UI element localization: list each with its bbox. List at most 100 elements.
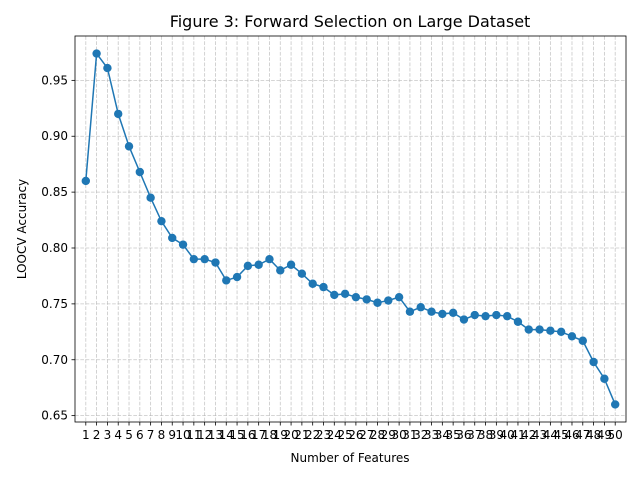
grid xyxy=(75,36,626,422)
data-point xyxy=(373,298,382,307)
data-point xyxy=(222,276,231,285)
x-tick-label: 16 xyxy=(240,428,255,442)
data-point xyxy=(524,325,533,334)
x-tick-label: 42 xyxy=(521,428,536,442)
x-tick-label: 34 xyxy=(435,428,450,442)
data-point xyxy=(394,292,404,302)
data-point xyxy=(92,49,101,58)
x-tick-label: 21 xyxy=(294,428,309,442)
x-tick-label: 26 xyxy=(348,428,363,442)
x-tick-label: 46 xyxy=(564,428,579,442)
x-tick-label: 4 xyxy=(114,428,122,442)
data-point xyxy=(124,142,134,151)
y-tick-label: 0.65 xyxy=(41,409,68,423)
x-tick-label: 32 xyxy=(413,428,428,442)
data-point xyxy=(416,303,425,312)
x-tick-label: 14 xyxy=(219,428,234,442)
data-point xyxy=(178,240,188,249)
data-point xyxy=(427,307,436,316)
x-tick-label: 25 xyxy=(337,428,352,442)
series-line xyxy=(85,51,616,405)
y-tick-label: 0.90 xyxy=(41,129,68,143)
data-point xyxy=(254,260,263,269)
data-point xyxy=(513,317,523,326)
x-tick-label: 3 xyxy=(104,428,112,442)
data-point xyxy=(340,289,350,299)
x-tick-label: 7 xyxy=(147,428,155,442)
x-tick-label: 17 xyxy=(251,428,266,442)
data-point xyxy=(546,326,555,335)
data-point xyxy=(448,308,458,318)
y-tick-label: 0.70 xyxy=(41,353,68,367)
x-tick-label: 5 xyxy=(125,428,133,442)
y-axis-label: LOOCV Accuracy xyxy=(15,179,29,279)
x-axis-label: Number of Features xyxy=(291,451,410,465)
x-tick-label: 33 xyxy=(424,428,439,442)
x-tick-label: 13 xyxy=(208,428,223,442)
data-point xyxy=(157,216,166,226)
data-point xyxy=(589,357,598,367)
x-tick-label: 40 xyxy=(500,428,515,442)
y-axis: 0.65 0.70 0.75 0.80 0.85 0.90 0.95 xyxy=(41,73,75,423)
data-point xyxy=(567,332,577,341)
x-tick-label: 49 xyxy=(597,428,612,442)
data-point xyxy=(470,310,479,320)
data-point xyxy=(308,279,317,288)
data-point xyxy=(276,266,285,275)
x-tick-label: 28 xyxy=(370,428,385,442)
data-point xyxy=(286,260,296,269)
data-point xyxy=(405,307,415,316)
x-tick-label: 27 xyxy=(359,428,374,442)
x-tick-label: 47 xyxy=(575,428,590,442)
data-point xyxy=(481,311,490,321)
data-point xyxy=(600,374,609,383)
x-tick-label: 41 xyxy=(510,428,525,442)
data-point xyxy=(610,400,620,409)
x-tick-label: 20 xyxy=(283,428,298,442)
x-tick-label: 23 xyxy=(316,428,331,442)
plot-area-frame xyxy=(74,35,627,423)
x-tick-label: 37 xyxy=(467,428,482,442)
x-tick-label: 50 xyxy=(608,428,623,442)
x-tick-label: 9 xyxy=(168,428,176,442)
x-tick-label: 15 xyxy=(229,428,244,442)
data-point xyxy=(330,290,339,300)
data-point xyxy=(81,176,91,186)
x-tick-label: 18 xyxy=(262,428,277,442)
x-tick-label: 6 xyxy=(136,428,144,442)
data-point xyxy=(232,272,242,282)
y-tick-label: 0.75 xyxy=(41,297,68,311)
data-point xyxy=(438,309,447,319)
x-tick-label: 1 xyxy=(82,428,90,442)
series xyxy=(81,49,620,409)
x-tick-label: 11 xyxy=(186,428,201,442)
x-tick-label: 12 xyxy=(197,428,212,442)
data-point xyxy=(243,261,253,271)
y-tick-label: 0.95 xyxy=(41,73,68,87)
data-point xyxy=(211,258,220,267)
x-tick-label: 8 xyxy=(158,428,166,442)
data-point xyxy=(114,109,123,119)
data-point xyxy=(146,193,155,202)
x-tick-label: 39 xyxy=(489,428,504,442)
x-tick-label: 29 xyxy=(381,428,396,442)
x-tick-label: 48 xyxy=(586,428,601,442)
x-tick-label: 2 xyxy=(93,428,101,442)
data-point xyxy=(535,325,544,334)
data-point xyxy=(384,296,393,305)
x-tick-label: 35 xyxy=(445,428,460,442)
data-point xyxy=(502,311,512,321)
x-tick-label: 45 xyxy=(554,428,569,442)
data-point xyxy=(362,295,371,304)
data-point xyxy=(578,336,587,345)
data-point xyxy=(135,167,145,177)
y-tick-label: 0.80 xyxy=(41,241,68,255)
x-tick-label: 31 xyxy=(402,428,417,442)
x-tick-label: 38 xyxy=(478,428,493,442)
data-point xyxy=(200,254,209,264)
x-tick-label: 10 xyxy=(175,428,190,442)
data-point xyxy=(492,310,501,320)
data-point xyxy=(351,292,361,302)
data-point xyxy=(459,315,469,324)
